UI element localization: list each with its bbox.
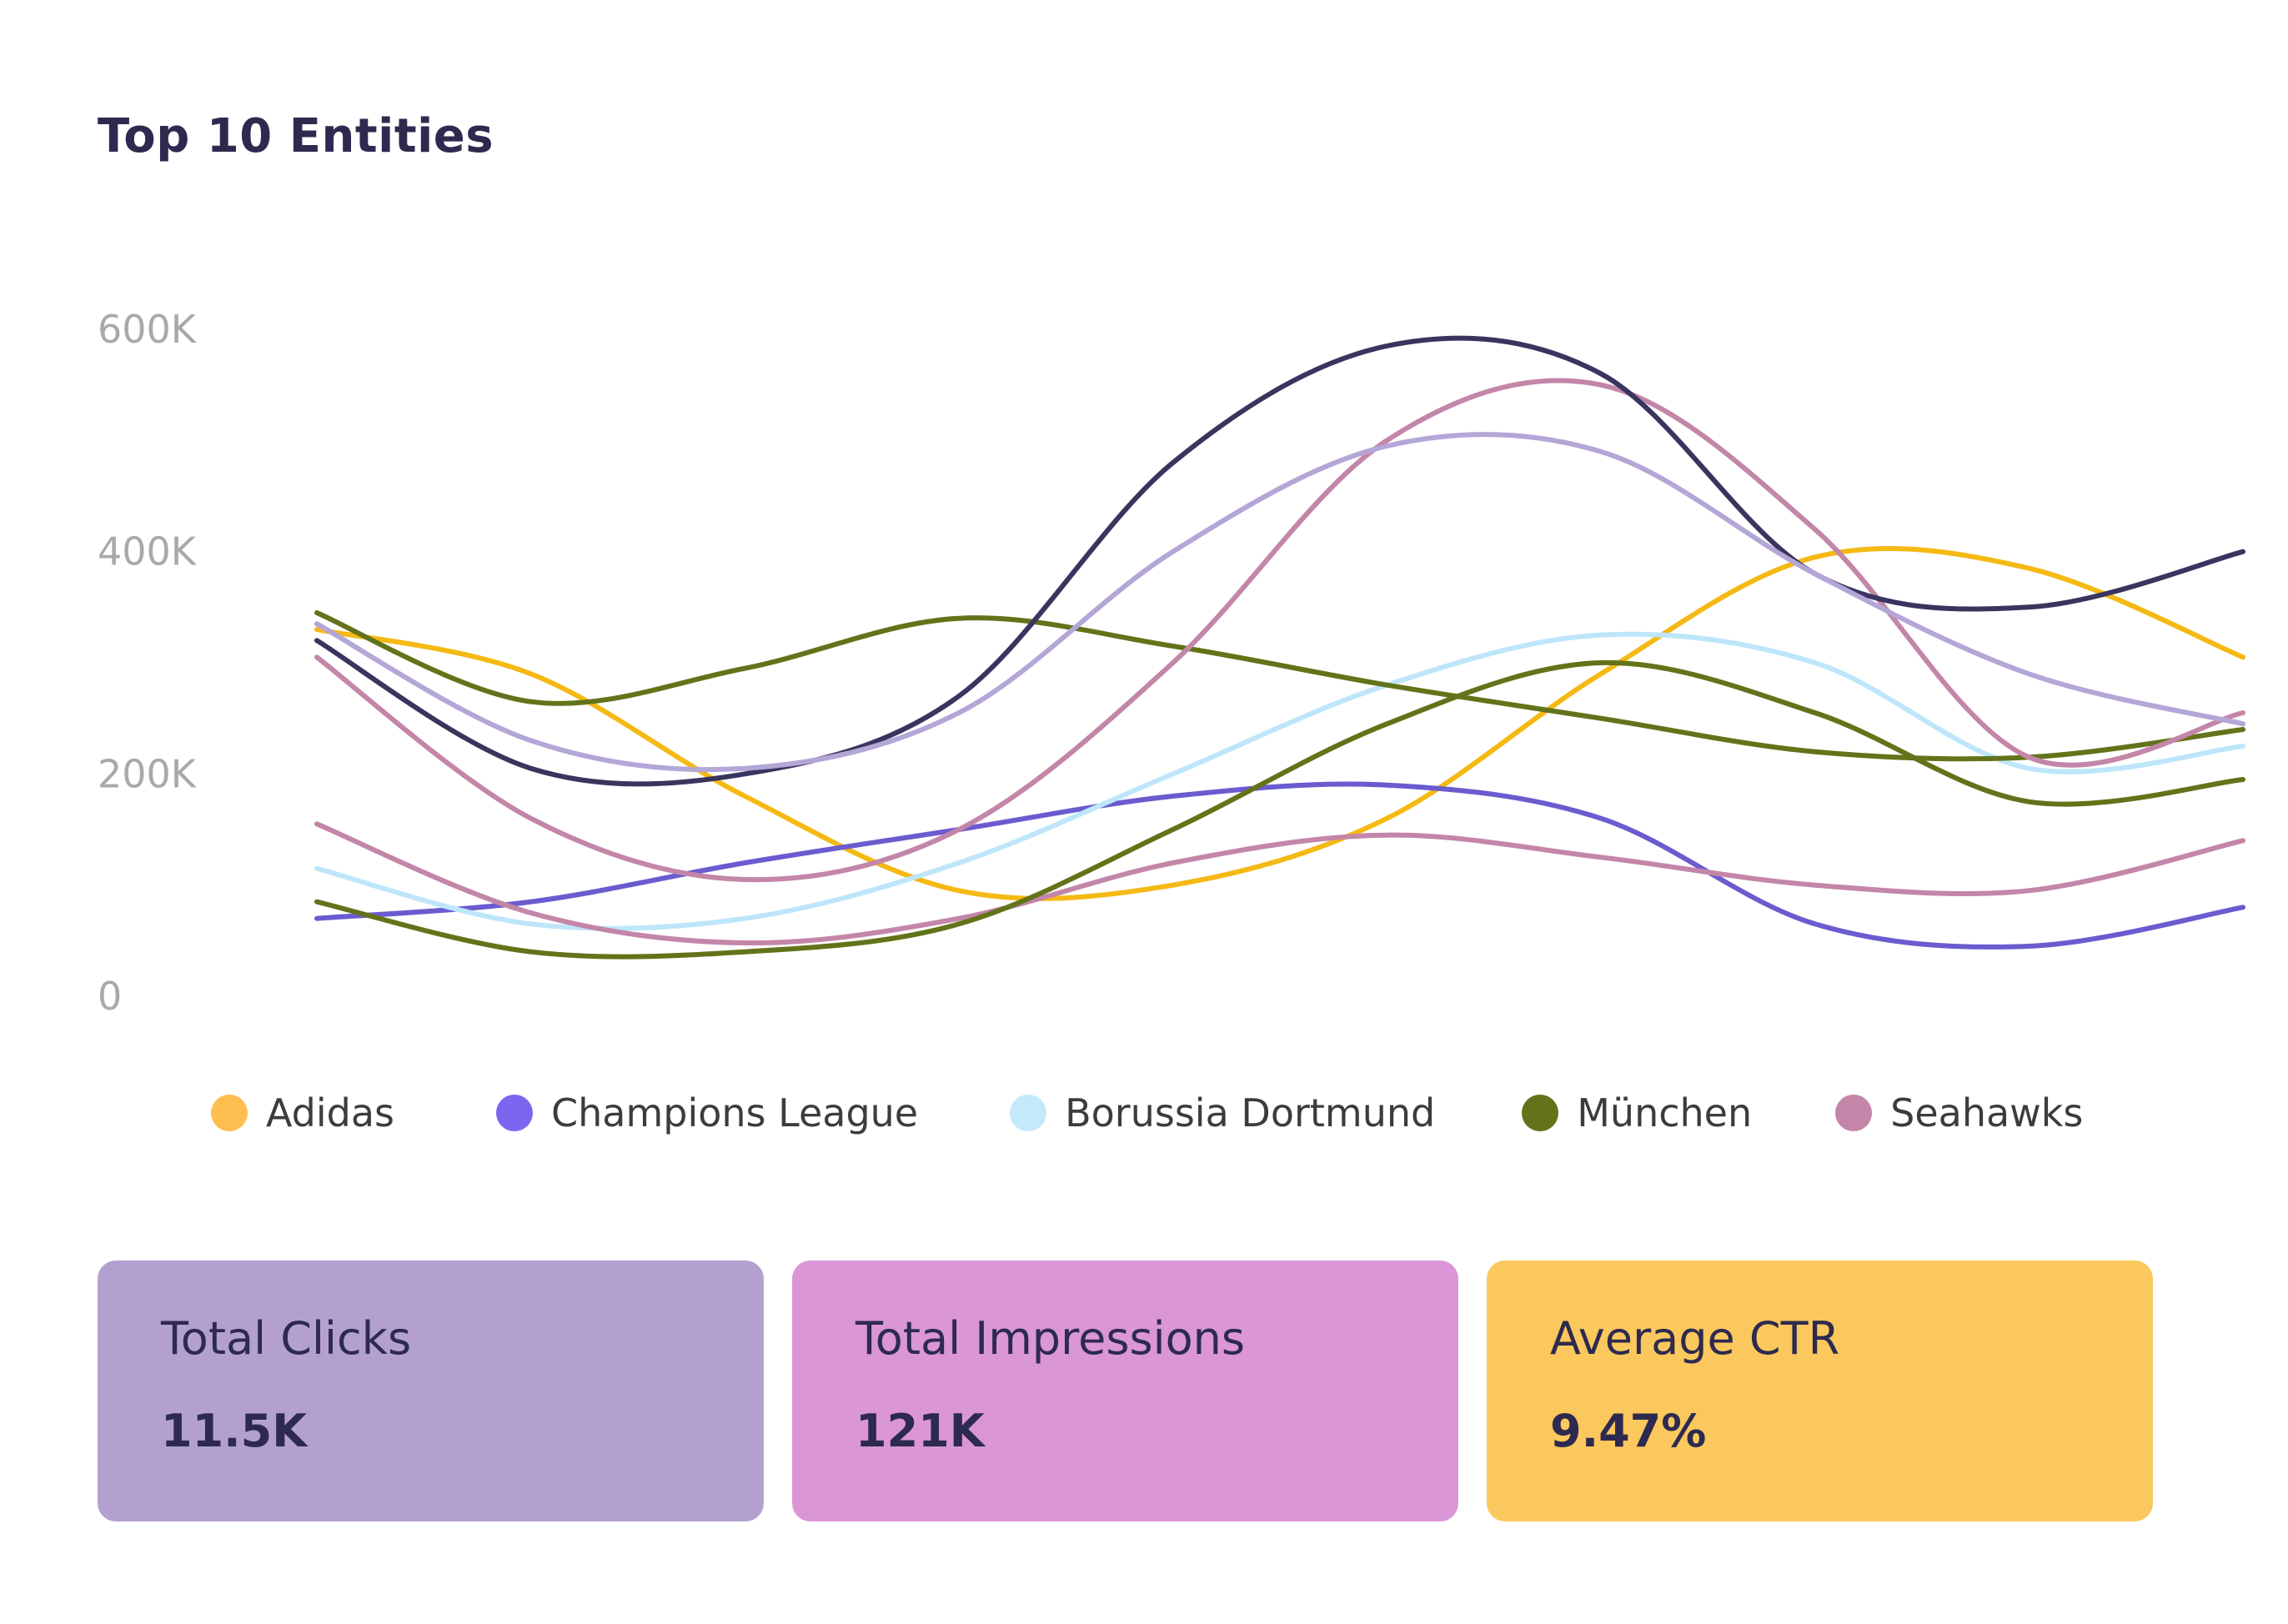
y-axis-ticks: 0 200K 400K 600K [98, 307, 198, 1019]
legend-item-champions-league[interactable]: Champions League [496, 1090, 918, 1135]
y-tick-label: 600K [98, 307, 198, 352]
series-line-m-nchen[interactable] [314, 610, 2245, 762]
legend-swatch [496, 1095, 533, 1131]
kpi-label: Total Clicks [161, 1312, 412, 1365]
legend-item-munchen[interactable]: München [1522, 1090, 1752, 1135]
series-line-series-6[interactable] [314, 335, 2245, 787]
y-tick-label: 400K [98, 529, 198, 574]
line-chart: 0 200K 400K 600K [98, 307, 2245, 1019]
series-line-borussia-dortmund[interactable] [314, 631, 2245, 931]
legend-item-borussia-dortmund[interactable]: Borussia Dortmund [1010, 1090, 1435, 1135]
legend-swatch [1835, 1095, 1873, 1131]
legend-label: Champions League [551, 1090, 919, 1135]
series-lines [314, 335, 2245, 960]
chart-title: Top 10 Entities [98, 109, 494, 163]
kpi-value: 11.5K [161, 1405, 308, 1457]
legend-label: Adidas [266, 1090, 394, 1135]
series-line-seahawks[interactable] [314, 378, 2245, 883]
legend-label: München [1577, 1090, 1753, 1135]
legend-item-seahawks[interactable]: Seahawks [1835, 1090, 2083, 1135]
series-line-adidas[interactable] [314, 545, 2245, 901]
kpi-card-total-clicks: Total Clicks 11.5K [98, 1261, 764, 1521]
legend-swatch [211, 1095, 248, 1131]
legend-item-adidas[interactable]: Adidas [211, 1090, 394, 1135]
legend-label: Seahawks [1890, 1090, 2084, 1135]
legend-swatch [1522, 1095, 1559, 1131]
y-tick-label: 200K [98, 751, 198, 796]
legend-swatch [1010, 1095, 1047, 1131]
series-line-series-9[interactable] [314, 659, 2245, 960]
legend-label: Borussia Dortmund [1065, 1090, 1436, 1135]
kpi-label: Total Impressions [855, 1312, 1245, 1365]
kpi-card-average-ctr: Average CTR 9.47% [1487, 1261, 2153, 1521]
kpi-label: Average CTR [1550, 1312, 1840, 1365]
kpi-row: Total Clicks 11.5K Total Impressions 121… [98, 1261, 2153, 1521]
kpi-value: 9.47% [1550, 1405, 1707, 1457]
series-line-series-8[interactable] [314, 821, 2245, 946]
series-line-champions-league[interactable] [314, 781, 2245, 950]
chart-legend: Adidas Champions League Borussia Dortmun… [211, 1090, 2083, 1135]
kpi-card-total-impressions: Total Impressions 121K [792, 1261, 1458, 1521]
y-tick-label: 0 [98, 974, 122, 1019]
kpi-value: 121K [855, 1405, 985, 1457]
series-line-series-7[interactable] [314, 432, 2245, 773]
